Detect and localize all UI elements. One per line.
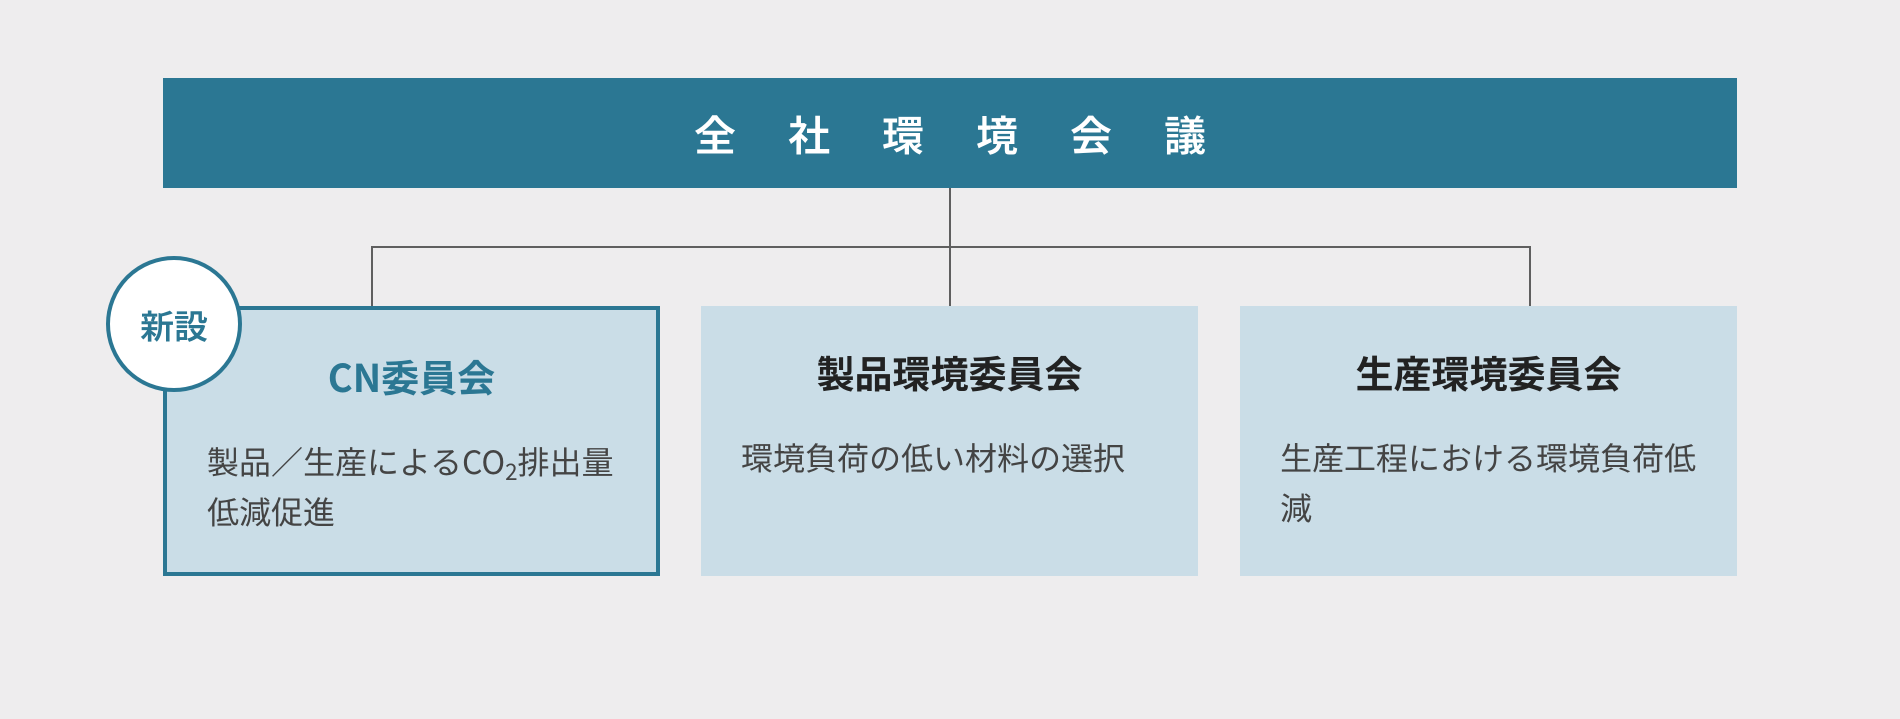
- committee-desc: 製品／生産によるCO2排出量低減促進: [207, 437, 616, 536]
- committee-desc: 生産工程における環境負荷低減: [1280, 433, 1697, 532]
- committee-box-product: 製品環境委員会 環境負荷の低い材料の選択: [701, 306, 1198, 576]
- header-title: 全社環境会議: [642, 103, 1258, 164]
- new-badge: 新設: [106, 256, 242, 392]
- connector-vertical-right: [1529, 246, 1531, 306]
- badge-label: 新設: [140, 300, 208, 349]
- committee-box-production: 生産環境委員会 生産工程における環境負荷低減: [1240, 306, 1737, 576]
- committee-title: CN委員会: [207, 348, 616, 403]
- committee-desc: 環境負荷の低い材料の選択: [741, 433, 1158, 483]
- connector-horizontal: [371, 246, 1531, 248]
- connector-vertical-mid: [949, 246, 951, 306]
- connector-vertical-top: [949, 188, 951, 248]
- org-chart-header: 全社環境会議: [163, 78, 1737, 188]
- committee-title: 生産環境委員会: [1280, 344, 1697, 399]
- connector-vertical-left: [371, 246, 373, 306]
- committee-title: 製品環境委員会: [741, 344, 1158, 399]
